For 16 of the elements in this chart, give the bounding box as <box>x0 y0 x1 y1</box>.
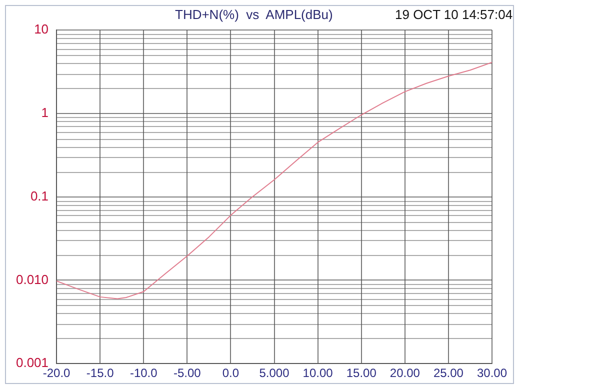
x-tick-label: 5.000 <box>259 366 290 380</box>
x-tick-label: -5.00 <box>173 366 202 380</box>
chart-title: THD+N(%) vs AMPL(dBu) <box>175 7 333 22</box>
x-tick-label: 0.0 <box>222 366 240 380</box>
x-tick-label: 30.00 <box>476 366 508 380</box>
x-tick-label: 10.00 <box>302 366 334 380</box>
x-tick-label: -10.0 <box>130 366 158 380</box>
x-tick-label: -15.0 <box>86 366 114 380</box>
text: 19 OCT 10 14:57:04 <box>395 7 513 22</box>
y-tick-label: 1 <box>41 104 49 120</box>
y-tick-label: 0.010 <box>16 272 49 287</box>
x-tick-label: 20.00 <box>390 366 420 380</box>
x-tick-label: 15.00 <box>346 366 377 380</box>
y-tick-label: 0.1 <box>30 188 49 204</box>
y-tick-label: 10 <box>34 22 49 37</box>
x-tick-label: 25.00 <box>433 366 464 380</box>
